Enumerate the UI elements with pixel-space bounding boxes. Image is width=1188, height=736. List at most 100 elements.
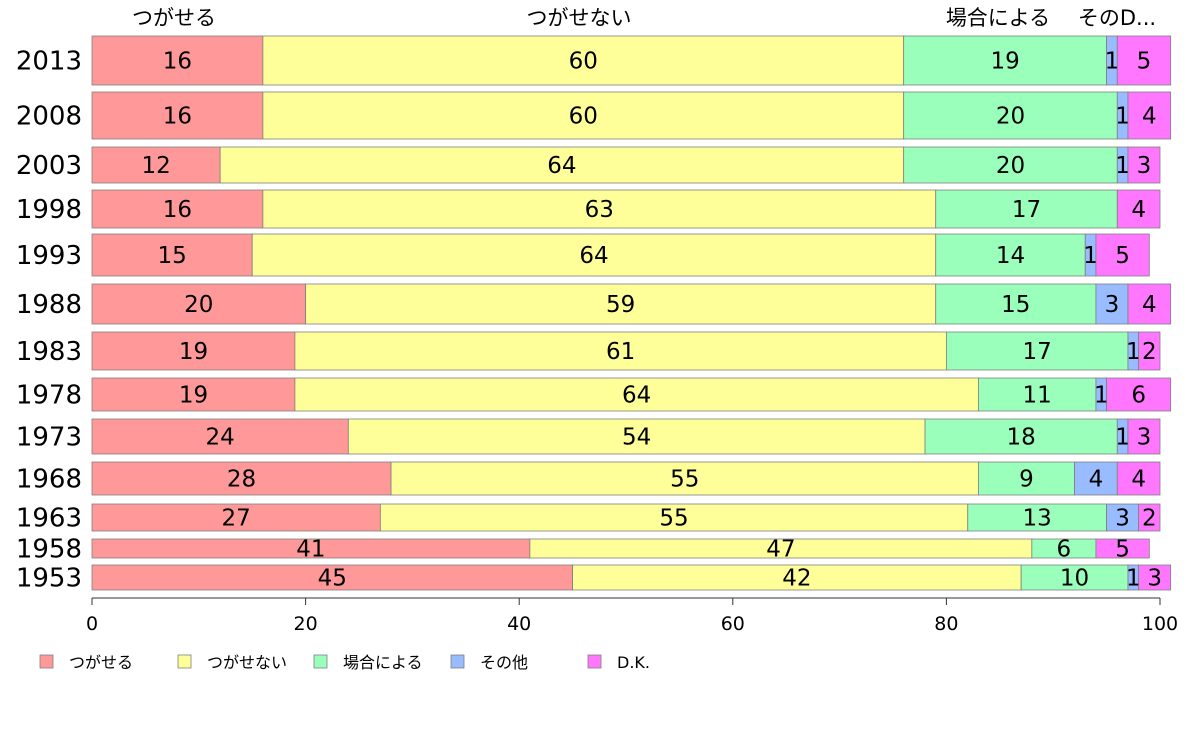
bar-segment bbox=[967, 503, 1108, 532]
bar-segment bbox=[935, 189, 1118, 229]
x-tick-label: 0 bbox=[86, 613, 98, 635]
category-label: 1998 bbox=[16, 195, 82, 225]
category-label: 1958 bbox=[16, 535, 82, 565]
data-label: 1 bbox=[1115, 153, 1130, 179]
bar-segment bbox=[1127, 283, 1172, 325]
data-label: 17 bbox=[1012, 197, 1041, 223]
data-label: 3 bbox=[1137, 153, 1152, 179]
data-label: 19 bbox=[179, 383, 208, 409]
data-label: 3 bbox=[1115, 506, 1130, 532]
data-label: 4 bbox=[1142, 292, 1157, 318]
data-label: 64 bbox=[547, 153, 576, 179]
data-label: 12 bbox=[141, 153, 170, 179]
category-label: 2003 bbox=[16, 151, 82, 181]
legend-item: D.K. bbox=[587, 653, 650, 672]
data-label: 55 bbox=[659, 506, 688, 532]
data-label: 15 bbox=[1001, 292, 1030, 318]
data-label: 4 bbox=[1131, 197, 1146, 223]
category-label: 2008 bbox=[16, 102, 82, 132]
bar-segment bbox=[903, 35, 1107, 86]
bar-row: 1953 45 42 10 1 3 bbox=[16, 564, 1172, 594]
data-label: 64 bbox=[622, 383, 651, 409]
bar-row: 1968 28 55 9 4 4 bbox=[16, 461, 1161, 496]
data-label: 20 bbox=[184, 292, 213, 318]
bar-segment bbox=[262, 91, 905, 140]
legend-label: つがせる bbox=[69, 653, 133, 672]
bar-segment bbox=[91, 91, 264, 140]
bar-segment bbox=[91, 564, 574, 591]
bar-segment bbox=[1138, 564, 1172, 591]
bar-segment bbox=[91, 233, 253, 277]
data-label: 4 bbox=[1089, 467, 1104, 493]
bar-segment bbox=[390, 461, 979, 496]
bar-segment bbox=[1138, 503, 1161, 532]
data-label: 17 bbox=[1023, 339, 1052, 365]
data-label: 18 bbox=[1007, 425, 1036, 451]
bar-row: 2008 16 60 20 1 4 bbox=[16, 91, 1172, 140]
bar-segment bbox=[305, 283, 937, 325]
data-label: 6 bbox=[1057, 537, 1072, 563]
data-label: 4 bbox=[1142, 104, 1157, 130]
data-label: 59 bbox=[606, 292, 635, 318]
bar-segment bbox=[91, 283, 307, 325]
data-label: 1 bbox=[1094, 383, 1109, 409]
data-label: 1 bbox=[1126, 339, 1141, 365]
x-axis: 0 20 40 60 80 100 bbox=[86, 597, 1178, 635]
data-label: 19 bbox=[990, 49, 1019, 75]
data-label: 16 bbox=[163, 49, 192, 75]
bar-row: 1993 15 64 14 1 5 bbox=[16, 233, 1150, 277]
category-label: 1978 bbox=[16, 381, 82, 411]
data-label: 11 bbox=[1023, 383, 1052, 409]
bar-segment bbox=[251, 233, 937, 277]
data-label: 27 bbox=[222, 506, 251, 532]
legend-item: つがせない bbox=[177, 653, 287, 672]
bar-segment bbox=[935, 283, 1097, 325]
x-tick-label: 80 bbox=[934, 613, 958, 635]
data-label: 1 bbox=[1126, 566, 1141, 592]
bar-segment bbox=[1095, 538, 1150, 559]
data-label: 16 bbox=[163, 104, 192, 130]
bar-segment bbox=[294, 377, 979, 412]
data-label: 13 bbox=[1023, 506, 1052, 532]
bar-row: 1998 16 63 17 4 bbox=[16, 189, 1161, 229]
data-label: 60 bbox=[569, 104, 598, 130]
bar-segment bbox=[903, 91, 1118, 140]
bar-segment bbox=[379, 503, 969, 532]
legend-item: つがせる bbox=[39, 653, 133, 672]
data-label: 3 bbox=[1137, 425, 1152, 451]
category-label: 1963 bbox=[16, 504, 82, 534]
bar-segment bbox=[1020, 564, 1129, 591]
legend-swatch bbox=[39, 654, 54, 669]
bar-segment bbox=[91, 331, 296, 371]
bar-segment bbox=[903, 146, 1118, 184]
data-label: 3 bbox=[1105, 292, 1120, 318]
column-headers: つがせる つがせない 場合による そのD... bbox=[132, 6, 1156, 30]
legend-item: 場合による bbox=[313, 653, 423, 672]
legend-swatch bbox=[313, 654, 328, 669]
bar-segment bbox=[978, 377, 1097, 412]
column-header: そのD... bbox=[1078, 6, 1156, 30]
bar-row: 1973 24 54 18 1 3 bbox=[16, 418, 1161, 455]
data-label: 24 bbox=[206, 425, 235, 451]
column-header: 場合による bbox=[946, 6, 1050, 30]
x-tick-label: 100 bbox=[1142, 613, 1178, 635]
bar-segment bbox=[1138, 331, 1161, 371]
category-label: 1953 bbox=[16, 564, 82, 594]
category-label: 1993 bbox=[16, 241, 82, 271]
bar-segment bbox=[262, 35, 905, 86]
legend-label: 場合による bbox=[343, 653, 423, 672]
bar-segment bbox=[91, 189, 264, 229]
bar-segment bbox=[924, 418, 1118, 455]
data-label: 2 bbox=[1142, 339, 1157, 365]
bar-segment bbox=[572, 564, 1022, 591]
x-tick-label: 60 bbox=[721, 613, 745, 635]
legend-swatch bbox=[587, 654, 602, 669]
x-tick-label: 20 bbox=[294, 613, 318, 635]
data-label: 1 bbox=[1083, 243, 1098, 269]
bar-row: 1983 19 61 17 1 2 bbox=[16, 331, 1161, 371]
bar-segment bbox=[1106, 377, 1172, 412]
category-label: 1973 bbox=[16, 423, 82, 453]
data-label: 19 bbox=[179, 339, 208, 365]
